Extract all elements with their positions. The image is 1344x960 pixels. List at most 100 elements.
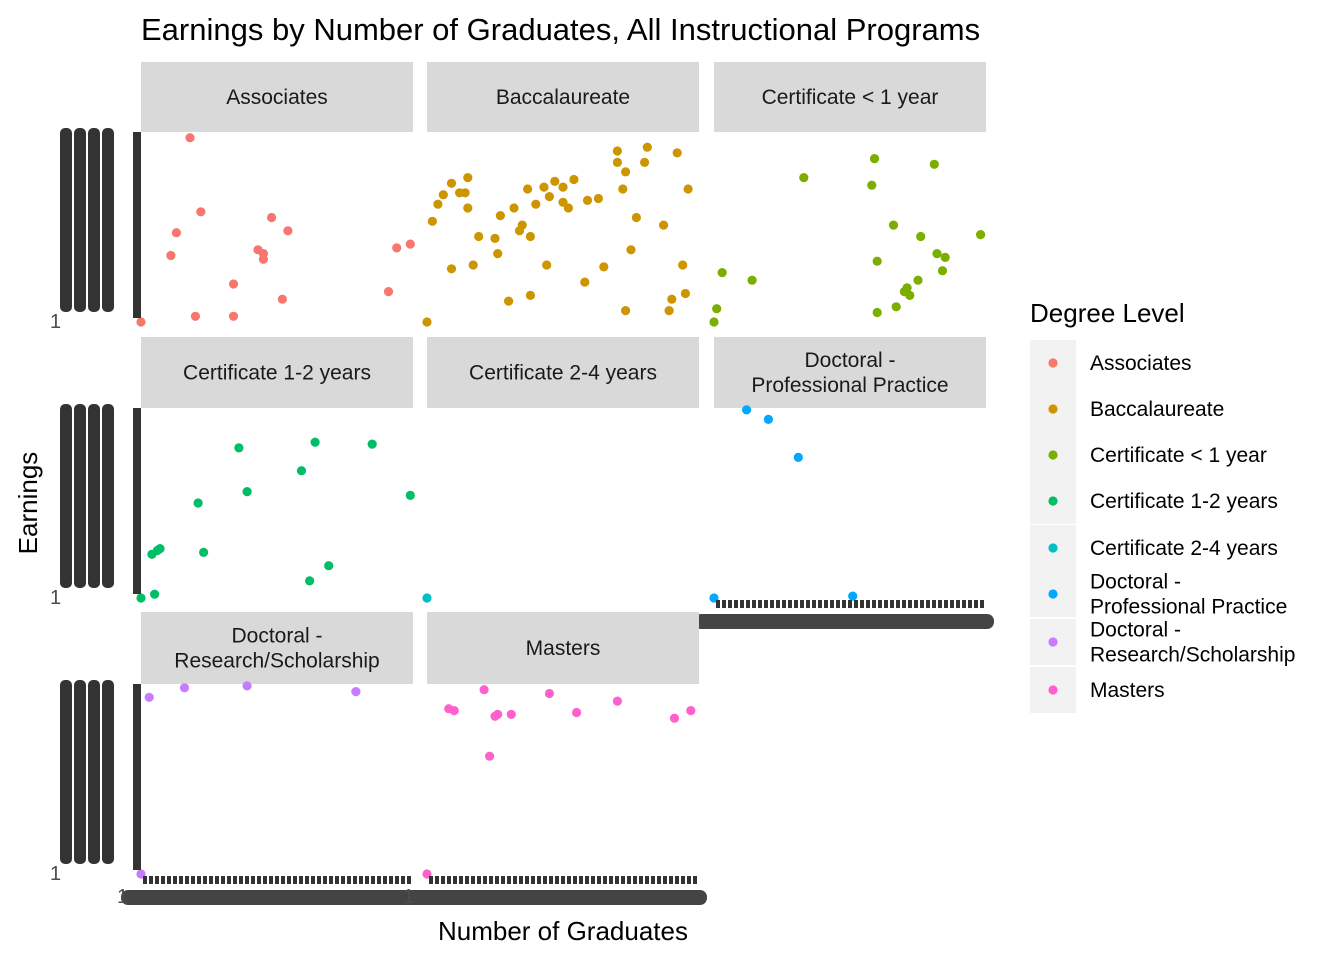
data-point <box>258 249 268 259</box>
x-axis-tick <box>447 876 451 884</box>
facet-strip-label: Doctoral - <box>804 349 895 372</box>
x-axis-tick-label-cluster <box>694 614 994 629</box>
data-point <box>277 294 287 304</box>
y-axis-tick-band <box>133 684 141 870</box>
x-axis-tick <box>383 876 387 884</box>
facet-strip <box>141 337 413 408</box>
data-point <box>449 706 459 716</box>
y-axis-tick-label-cluster <box>102 680 114 864</box>
x-axis-tick <box>245 876 249 884</box>
x-axis-tick <box>950 600 954 608</box>
x-axis-tick <box>926 600 930 608</box>
y-axis-tick-label: 1 <box>50 311 61 333</box>
x-axis-tick <box>287 876 291 884</box>
x-axis-tick <box>866 600 870 608</box>
x-axis-tick <box>395 876 399 884</box>
data-point <box>929 159 939 169</box>
data-point <box>305 576 315 586</box>
x-axis-tick <box>537 876 541 884</box>
x-axis-tick <box>341 876 345 884</box>
x-axis-tick <box>477 876 481 884</box>
legend-item-baccalaureate: Baccalaureate <box>1030 386 1224 432</box>
x-axis-tick <box>441 876 445 884</box>
facet-points <box>136 133 415 327</box>
data-point <box>525 290 536 300</box>
y-axis-ticks-associates: 1 <box>50 128 141 333</box>
data-point <box>296 466 307 476</box>
data-point <box>888 220 899 230</box>
x-axis-tick <box>914 600 918 608</box>
x-axis-tick <box>728 600 732 608</box>
data-point <box>747 275 757 285</box>
x-axis-tick-label-cluster <box>121 890 421 905</box>
data-point <box>680 288 691 299</box>
x-axis-tick <box>854 600 858 608</box>
facet-strip <box>427 337 699 408</box>
x-axis-tick <box>890 600 894 608</box>
data-point <box>712 304 722 314</box>
facet-points <box>136 681 361 879</box>
x-axis-tick <box>275 876 279 884</box>
x-axis-tick <box>597 876 601 884</box>
data-point <box>493 249 503 259</box>
facet-points <box>422 593 432 603</box>
facet-strip-label: Certificate 2-4 years <box>469 362 657 385</box>
data-point <box>422 593 432 603</box>
data-point <box>517 220 527 230</box>
legend-label: Masters <box>1090 679 1165 702</box>
data-point <box>196 207 206 217</box>
legend-item-masters: Masters <box>1030 667 1165 713</box>
x-axis-tick <box>281 876 285 884</box>
legend-item-doctoral-research-scholarship: Doctoral -Research/Scholarship <box>1030 619 1295 667</box>
x-axis-tick <box>938 600 942 608</box>
x-axis-tick <box>501 876 505 884</box>
x-axis-tick <box>191 876 195 884</box>
x-axis-tick <box>311 876 315 884</box>
x-axis-tick <box>347 876 351 884</box>
facet-points <box>136 437 415 603</box>
y-axis-tick-label: 1 <box>50 587 61 609</box>
y-axis-tick-label-cluster <box>74 680 86 864</box>
data-point <box>242 681 252 691</box>
data-point <box>667 294 677 304</box>
x-axis-tick <box>407 876 411 884</box>
x-axis-ticks-masters: 1 <box>403 876 707 908</box>
facet-strip-label: Associates <box>226 86 328 109</box>
x-axis-tick <box>968 600 972 608</box>
x-axis-tick <box>884 600 888 608</box>
data-point <box>242 487 252 497</box>
facet-points <box>422 142 693 327</box>
x-axis-tick <box>722 600 726 608</box>
x-axis-tick <box>944 600 948 608</box>
data-point <box>367 439 377 449</box>
data-point <box>392 243 402 253</box>
legend-label: Associates <box>1090 352 1192 375</box>
legend-label: Certificate 1-2 years <box>1090 490 1278 513</box>
facet-points <box>709 154 986 327</box>
legend-item-doctoral-professional-practice: Doctoral -Professional Practice <box>1030 571 1287 619</box>
data-point <box>267 212 277 223</box>
x-axis-tick <box>299 876 303 884</box>
data-point <box>932 249 942 259</box>
legend-item-associates: Associates <box>1030 340 1192 386</box>
x-axis-tick <box>621 876 625 884</box>
chart-title: Earnings by Number of Graduates, All Ins… <box>141 12 980 47</box>
data-point <box>937 266 948 276</box>
x-axis-tick-label-cluster <box>407 890 707 905</box>
legend: Degree Level Associates Baccalaureate Cert… <box>1030 298 1295 713</box>
x-axis-tick <box>161 876 165 884</box>
data-point <box>405 239 415 249</box>
data-point <box>493 709 503 720</box>
x-axis-tick <box>675 876 679 884</box>
x-axis-tick <box>669 876 673 884</box>
data-point <box>190 311 200 321</box>
x-axis-tick <box>513 876 517 884</box>
x-axis-tick <box>459 876 463 884</box>
data-point <box>234 443 244 453</box>
x-axis-tick <box>543 876 547 884</box>
data-point <box>558 197 568 207</box>
data-point <box>463 173 473 183</box>
x-axis-tick <box>716 600 720 608</box>
data-point <box>659 220 669 230</box>
